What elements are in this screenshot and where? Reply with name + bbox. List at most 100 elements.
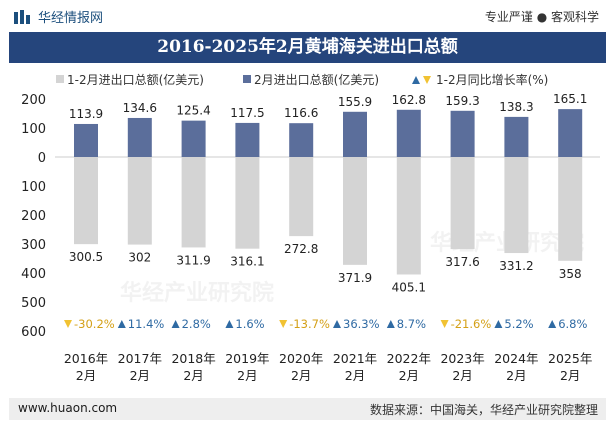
x-tick-label: 2月 (399, 368, 419, 383)
bar-ytd-label: 300.5 (69, 250, 103, 264)
bar-ytd (289, 157, 314, 237)
bar-ytd-label: 311.9 (176, 253, 210, 267)
growth-up-icon (171, 320, 180, 328)
growth-rate-label: 11.4% (128, 317, 165, 331)
bar-ytd (558, 157, 583, 261)
growth-rate-label: -13.7% (289, 317, 330, 331)
growth-rate-label: 1.6% (235, 317, 264, 331)
y-tick-label: 400 (21, 267, 46, 282)
bar-feb (450, 110, 475, 157)
growth-rate-label: 36.3% (343, 317, 380, 331)
bar-feb (127, 117, 152, 157)
bar-ytd (343, 157, 367, 265)
data-source: 数据来源：中国海关，华经产业研究院整理 (369, 403, 598, 417)
slogan: 专业严谨 ● 客观科学 (484, 10, 599, 24)
bar-feb (343, 111, 367, 157)
x-tick-label: 2月 (237, 368, 257, 383)
legend-up-triangle-icon (412, 76, 420, 84)
bar-ytd (127, 157, 152, 245)
y-tick-label: 600 (21, 325, 46, 340)
growth-rate-label: 2.8% (182, 317, 211, 331)
bar-feb-label: 125.4 (176, 104, 210, 118)
bar-ytd (74, 157, 98, 245)
bar-feb-label: 159.3 (445, 94, 479, 108)
bar-feb (181, 120, 206, 157)
site-link[interactable]: www.huaon.com (18, 401, 118, 415)
bar-ytd-label: 272.8 (284, 242, 318, 256)
growth-up-icon (333, 320, 341, 328)
bar-ytd (235, 157, 260, 249)
x-tick-label: 2023年 (440, 351, 484, 366)
y-tick-label: 100 (21, 180, 46, 195)
legend-label: 1-2月同比增长率(%) (436, 72, 548, 87)
legend-label: 2月进出口总额(亿美元) (254, 72, 379, 87)
x-tick-label: 2月 (130, 368, 150, 383)
growth-rate-label: -30.2% (74, 317, 115, 331)
growth-rate-label: -21.6% (451, 317, 492, 331)
x-tick-label: 2月 (560, 368, 580, 383)
bar-feb-label: 138.3 (499, 100, 533, 114)
y-tick-label: 500 (21, 296, 46, 311)
brand-name: 华经情报网 (38, 11, 104, 26)
brand: 华经情报网 (14, 7, 103, 26)
y-tick-label: 100 (21, 122, 46, 137)
bar-feb-label: 165.1 (553, 92, 587, 106)
x-tick-label: 2月 (506, 368, 526, 383)
growth-up-icon (548, 320, 557, 328)
footer-bar: www.huaon.com 数据来源：中国海关，华经产业研究院整理 (9, 398, 606, 420)
bar-ytd-label: 316.1 (230, 255, 264, 269)
x-tick-label: 2月 (183, 368, 203, 383)
watermark-text: 华经产业研究院 (120, 280, 274, 306)
growth-down-icon (440, 320, 449, 328)
x-tick-label: 2月 (452, 368, 472, 383)
legend-swatch (243, 75, 251, 83)
growth-rate-label: 8.7% (397, 317, 426, 331)
bar-feb (235, 122, 260, 157)
bar-feb (504, 116, 529, 157)
bar-feb-label: 117.5 (230, 106, 264, 120)
bar-feb (396, 109, 421, 157)
growth-up-icon (117, 320, 126, 328)
legend-swatch (56, 75, 64, 83)
legend-down-triangle-icon (423, 76, 431, 84)
y-tick-label: 0 (38, 151, 46, 166)
x-tick-label: 2025年 (548, 351, 592, 366)
growth-rate-label: 6.8% (558, 317, 587, 331)
x-tick-label: 2017年 (118, 351, 162, 366)
bar-feb-label: 162.8 (392, 93, 426, 107)
bar-ytd-label: 405.1 (392, 280, 426, 294)
bar-ytd (181, 157, 206, 248)
growth-down-icon (64, 320, 72, 328)
x-tick-label: 2016年 (64, 351, 108, 366)
bar-ytd-label: 358 (559, 267, 582, 281)
bar-ytd-label: 371.9 (338, 271, 372, 285)
growth-up-icon (494, 320, 503, 328)
x-tick-label: 2019年 (225, 351, 269, 366)
bar-feb-label: 134.6 (123, 101, 157, 115)
x-tick-label: 2018年 (171, 351, 215, 366)
y-tick-label: 200 (21, 93, 46, 108)
bar-ytd-label: 302 (128, 251, 151, 265)
bar-ytd-label: 317.6 (445, 255, 479, 269)
bar-ytd-label: 331.2 (499, 259, 533, 273)
legend-label: 1-2月进出口总额(亿美元) (67, 72, 204, 87)
bar-ytd (450, 157, 475, 250)
y-tick-label: 300 (21, 238, 46, 253)
bar-feb (558, 109, 583, 157)
bar-ytd (396, 157, 421, 275)
growth-rate-label: 5.2% (504, 317, 533, 331)
x-tick-label: 2021年 (333, 351, 377, 366)
bar-feb-label: 116.6 (284, 106, 318, 120)
x-tick-label: 2月 (76, 368, 96, 383)
x-tick-label: 2月 (345, 368, 365, 383)
bar-ytd (504, 157, 529, 254)
header-bar: 华经情报网 专业严谨 ● 客观科学 (0, 0, 615, 32)
y-tick-label: 200 (21, 209, 46, 224)
growth-up-icon (386, 320, 395, 328)
x-tick-label: 2月 (291, 368, 311, 383)
growth-down-icon (279, 320, 288, 328)
chart-title: 2016-2025年2月黄埔海关进出口总额 (9, 32, 606, 63)
bar-feb-label: 113.9 (69, 107, 103, 121)
x-tick-label: 2022年 (387, 351, 431, 366)
